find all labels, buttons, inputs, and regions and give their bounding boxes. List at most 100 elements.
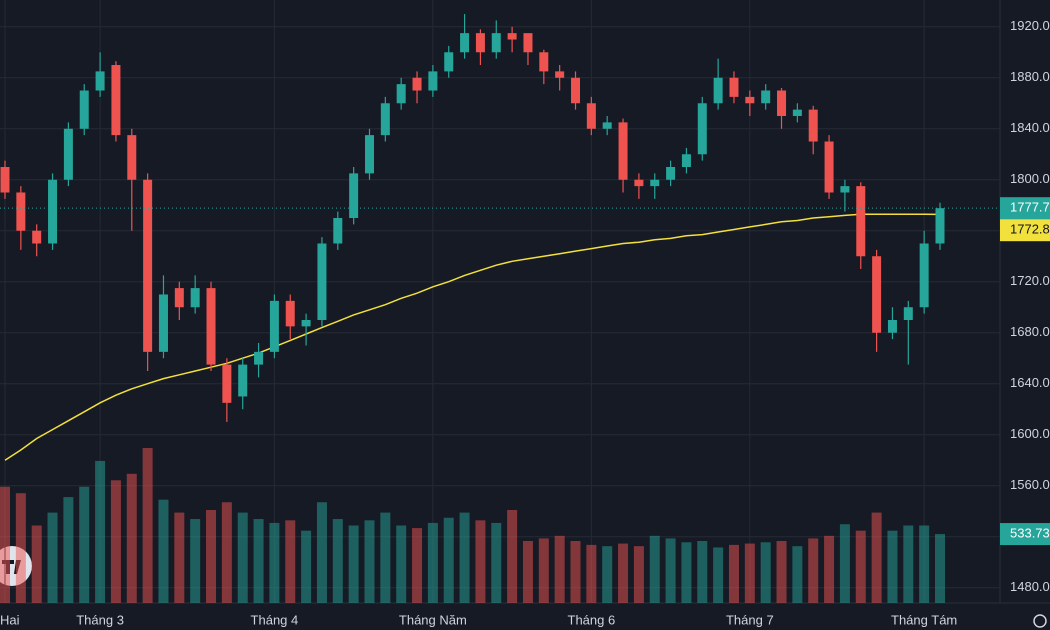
- volume-bar: [301, 530, 312, 603]
- candle-body: [79, 90, 89, 129]
- candle-body: [808, 109, 818, 142]
- volume-bar: [713, 547, 724, 603]
- y-tick-label: 1840.00: [1010, 120, 1050, 135]
- candle-body: [174, 288, 184, 308]
- candle-body: [48, 179, 58, 244]
- x-tick-label: Tháng 7: [726, 612, 774, 627]
- volume-bar: [554, 535, 565, 603]
- volume-bar: [855, 530, 866, 603]
- volume-bar: [871, 512, 882, 603]
- volume-bar: [887, 530, 898, 603]
- volume-bar: [158, 499, 169, 603]
- candle-body: [269, 300, 279, 352]
- candle-body: [444, 52, 454, 72]
- x-tick-label: Tháng 4: [251, 612, 299, 627]
- volume-bar: [760, 542, 771, 603]
- volume-bar: [237, 512, 248, 603]
- x-tick-label: Hai: [0, 612, 20, 627]
- ma-tag: [1000, 219, 1050, 242]
- candle-body: [0, 167, 10, 193]
- last-price-tag: [1000, 197, 1050, 220]
- candle-body: [32, 230, 42, 244]
- candle-body: [729, 77, 739, 97]
- candle-body: [681, 154, 691, 168]
- settings-icon[interactable]: [1033, 614, 1047, 628]
- volume-bar: [269, 522, 280, 603]
- candle-body: [95, 71, 105, 91]
- candle-body: [16, 192, 26, 231]
- volume-bar: [0, 486, 10, 603]
- candle-body: [555, 71, 565, 78]
- volume-bar: [728, 544, 739, 603]
- x-tick-label: Tháng Tám: [891, 612, 957, 627]
- candle-body: [872, 256, 882, 333]
- last-price-label: 1777.7: [1010, 200, 1050, 215]
- candle-body: [745, 96, 755, 104]
- candle-body: [840, 186, 850, 193]
- volume-bar: [332, 519, 343, 603]
- candle-body: [254, 351, 264, 365]
- volume-bar: [142, 448, 153, 603]
- candle-body: [919, 243, 929, 308]
- candle-body: [887, 319, 897, 333]
- y-tick-label: 1800.00: [1010, 171, 1050, 186]
- candle-body: [364, 135, 374, 174]
- candle-body: [206, 288, 216, 365]
- x-tick-label: Tháng 3: [76, 612, 124, 627]
- candle-body: [650, 179, 660, 187]
- moving-average-line: [4, 213, 941, 461]
- volume-bar: [190, 519, 201, 603]
- candle-body: [380, 103, 390, 136]
- volume-bar: [586, 544, 597, 603]
- volume-bar: [95, 460, 106, 603]
- candle-body: [475, 33, 485, 53]
- y-tick-label: 1720.00: [1010, 273, 1050, 288]
- y-tick-label: 1920.00: [1010, 18, 1050, 33]
- volume-bar: [697, 541, 708, 603]
- candle-body: [127, 135, 137, 180]
- volume-bar: [776, 541, 787, 603]
- candle-body: [507, 33, 517, 40]
- candle-body: [539, 52, 549, 72]
- volume-bar: [570, 541, 581, 603]
- volume-bar: [31, 525, 42, 603]
- candle-body: [571, 77, 581, 104]
- volume-bar: [491, 522, 502, 603]
- volume-label: 533.73: [1010, 525, 1050, 540]
- volume-bar: [935, 534, 945, 603]
- volume-bar: [792, 546, 803, 603]
- volume-bar: [538, 538, 549, 603]
- candle-body: [222, 364, 232, 403]
- volume-bar: [79, 486, 90, 603]
- volume-bar: [824, 535, 835, 603]
- volume-bar: [63, 497, 74, 603]
- volume-bar: [126, 473, 137, 603]
- volume-bar: [919, 525, 930, 603]
- volume-bar: [221, 502, 232, 603]
- ma-label: 1772.8: [1010, 222, 1050, 237]
- volume-tag: [1000, 523, 1050, 546]
- volume-bar: [633, 546, 644, 603]
- candle-body: [935, 208, 945, 244]
- candle-body: [317, 243, 327, 320]
- candle-body: [333, 217, 343, 244]
- candle-body: [777, 90, 787, 117]
- y-tick-label: 1680.00: [1010, 324, 1050, 339]
- candle-body: [111, 65, 121, 136]
- candle-body: [792, 109, 802, 117]
- volume-bar: [839, 524, 850, 603]
- volume-bar: [507, 510, 518, 603]
- candle-body: [491, 33, 501, 53]
- volume-bar: [285, 520, 296, 603]
- volume-bar: [522, 541, 533, 603]
- y-tick-label: 1640.00: [1010, 375, 1050, 390]
- candle-body: [903, 307, 913, 320]
- volume-bar: [744, 543, 755, 603]
- candle-body: [460, 33, 470, 53]
- candle-body: [761, 90, 771, 104]
- volume-bar: [380, 512, 391, 603]
- y-tick-label: 1880.00: [1010, 69, 1050, 84]
- volume-bar: [681, 542, 692, 603]
- volume-bar: [602, 546, 613, 603]
